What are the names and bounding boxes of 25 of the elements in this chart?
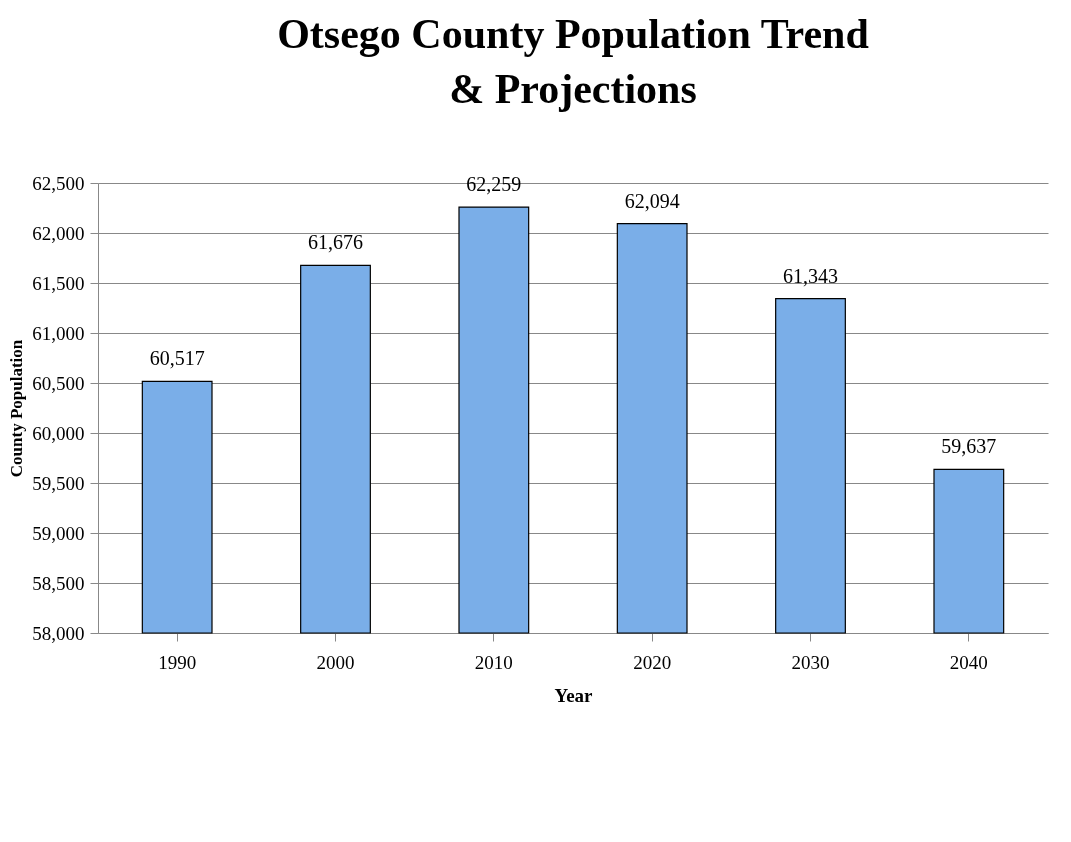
y-tick-label: 60,500 [32, 372, 85, 394]
x-tick-label: 2000 [316, 651, 355, 673]
y-tick-label: 61,500 [32, 272, 85, 294]
data-label: 60,517 [149, 347, 205, 370]
x-axis-title: Year [554, 684, 594, 706]
y-tick-label: 58,500 [32, 572, 85, 594]
x-tick-label: 2010 [474, 651, 513, 673]
y-tick-label: 59,000 [32, 522, 85, 544]
data-label: 61,343 [783, 264, 838, 287]
x-tick-label: 2030 [791, 651, 830, 673]
y-tick-label: 58,000 [32, 622, 85, 644]
x-tick-label: 2040 [949, 651, 988, 673]
data-label: 62,259 [466, 173, 522, 196]
data-label: 61,676 [308, 231, 363, 254]
y-axis-title: County Population [7, 339, 27, 478]
chart-title: Otsego County Population Trend & Projections [277, 11, 869, 112]
data-label: 62,094 [624, 189, 680, 212]
y-tick-label: 59,500 [32, 472, 85, 494]
y-tick-label: 60,000 [32, 422, 85, 444]
y-tick-label: 62,000 [32, 222, 85, 244]
x-tick-label: 1990 [158, 651, 197, 673]
y-tick-label: 61,000 [32, 322, 85, 344]
data-label: 59,637 [941, 435, 997, 458]
y-tick-label: 62,500 [32, 172, 85, 194]
x-tick-label: 2020 [633, 651, 672, 673]
